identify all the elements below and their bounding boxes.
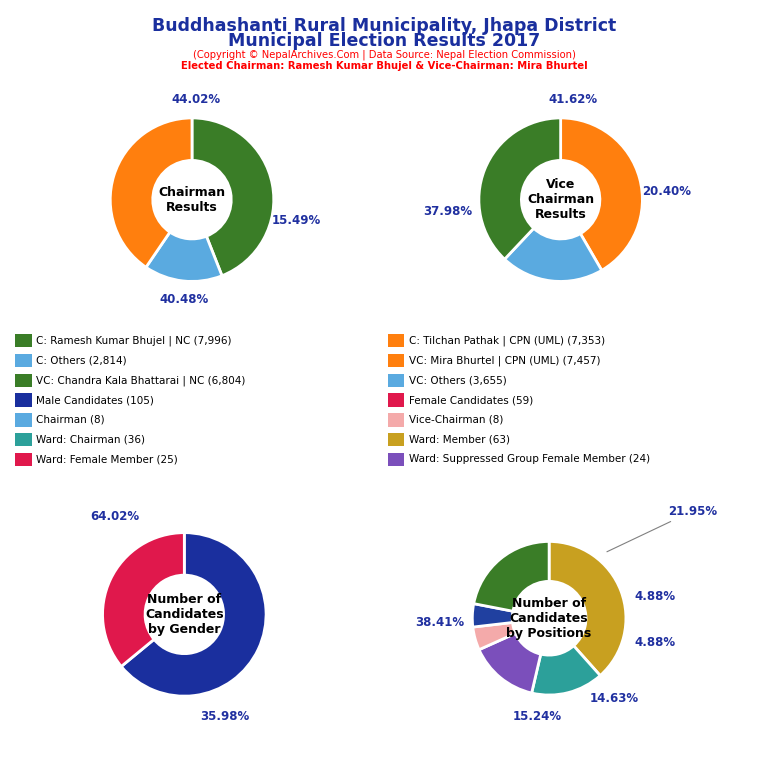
Text: 4.88%: 4.88%	[634, 637, 676, 649]
Wedge shape	[146, 232, 222, 281]
Text: Chairman
Results: Chairman Results	[158, 186, 226, 214]
Text: 44.02%: 44.02%	[171, 94, 220, 107]
Wedge shape	[479, 634, 541, 693]
Text: Ward: Member (63): Ward: Member (63)	[409, 435, 510, 445]
Wedge shape	[561, 118, 642, 270]
Text: Vice-Chairman (8): Vice-Chairman (8)	[409, 415, 503, 425]
Text: 38.41%: 38.41%	[415, 616, 465, 628]
Text: VC: Mira Bhurtel | CPN (UML) (7,457): VC: Mira Bhurtel | CPN (UML) (7,457)	[409, 356, 601, 366]
Bar	[15, 433, 31, 446]
Bar	[15, 393, 31, 407]
Text: Number of
Candidates
by Positions: Number of Candidates by Positions	[506, 597, 592, 640]
Wedge shape	[103, 533, 184, 667]
Bar	[388, 433, 404, 446]
Text: 4.88%: 4.88%	[634, 591, 676, 603]
Text: 15.49%: 15.49%	[272, 214, 321, 227]
Text: 14.63%: 14.63%	[590, 693, 639, 705]
Text: 21.95%: 21.95%	[607, 505, 717, 551]
Text: 20.40%: 20.40%	[642, 185, 691, 198]
Text: 15.24%: 15.24%	[513, 710, 562, 723]
Bar	[388, 354, 404, 367]
Bar	[15, 413, 31, 426]
Wedge shape	[505, 228, 601, 281]
Text: Chairman (8): Chairman (8)	[36, 415, 105, 425]
Text: Municipal Election Results 2017: Municipal Election Results 2017	[228, 32, 540, 50]
Wedge shape	[531, 646, 601, 695]
Bar	[388, 452, 404, 466]
Text: Ward: Suppressed Group Female Member (24): Ward: Suppressed Group Female Member (24…	[409, 455, 650, 465]
Text: 37.98%: 37.98%	[423, 206, 472, 218]
Bar	[15, 334, 31, 347]
Wedge shape	[549, 541, 626, 676]
Text: Vice
Chairman
Results: Vice Chairman Results	[527, 178, 594, 221]
Wedge shape	[472, 604, 513, 627]
Text: Male Candidates (105): Male Candidates (105)	[36, 395, 154, 405]
Bar	[388, 393, 404, 407]
Text: VC: Others (3,655): VC: Others (3,655)	[409, 376, 507, 386]
Bar	[388, 334, 404, 347]
Text: VC: Chandra Kala Bhattarai | NC (6,804): VC: Chandra Kala Bhattarai | NC (6,804)	[36, 375, 246, 386]
Wedge shape	[111, 118, 192, 267]
Text: Buddhashanti Rural Municipality, Jhapa District: Buddhashanti Rural Municipality, Jhapa D…	[152, 17, 616, 35]
Wedge shape	[192, 118, 273, 276]
Text: 64.02%: 64.02%	[91, 510, 139, 523]
Text: 35.98%: 35.98%	[200, 710, 250, 723]
Text: Ward: Female Member (25): Ward: Female Member (25)	[36, 455, 178, 465]
Wedge shape	[473, 623, 515, 650]
Text: Elected Chairman: Ramesh Kumar Bhujel & Vice-Chairman: Mira Bhurtel: Elected Chairman: Ramesh Kumar Bhujel & …	[180, 61, 588, 71]
Wedge shape	[474, 541, 549, 611]
Wedge shape	[479, 118, 561, 260]
Text: 41.62%: 41.62%	[548, 94, 598, 107]
Text: 40.48%: 40.48%	[159, 293, 208, 306]
Text: Number of
Candidates
by Gender: Number of Candidates by Gender	[145, 593, 223, 636]
Text: Female Candidates (59): Female Candidates (59)	[409, 395, 533, 405]
Bar	[15, 354, 31, 367]
Wedge shape	[121, 533, 266, 696]
Text: (Copyright © NepalArchives.Com | Data Source: Nepal Election Commission): (Copyright © NepalArchives.Com | Data So…	[193, 49, 575, 60]
Text: Ward: Chairman (36): Ward: Chairman (36)	[36, 435, 145, 445]
Text: C: Tilchan Pathak | CPN (UML) (7,353): C: Tilchan Pathak | CPN (UML) (7,353)	[409, 336, 605, 346]
Text: C: Ramesh Kumar Bhujel | NC (7,996): C: Ramesh Kumar Bhujel | NC (7,996)	[36, 336, 232, 346]
Bar	[15, 373, 31, 387]
Bar	[388, 373, 404, 387]
Bar	[388, 413, 404, 426]
Text: C: Others (2,814): C: Others (2,814)	[36, 356, 127, 366]
Bar	[15, 452, 31, 466]
